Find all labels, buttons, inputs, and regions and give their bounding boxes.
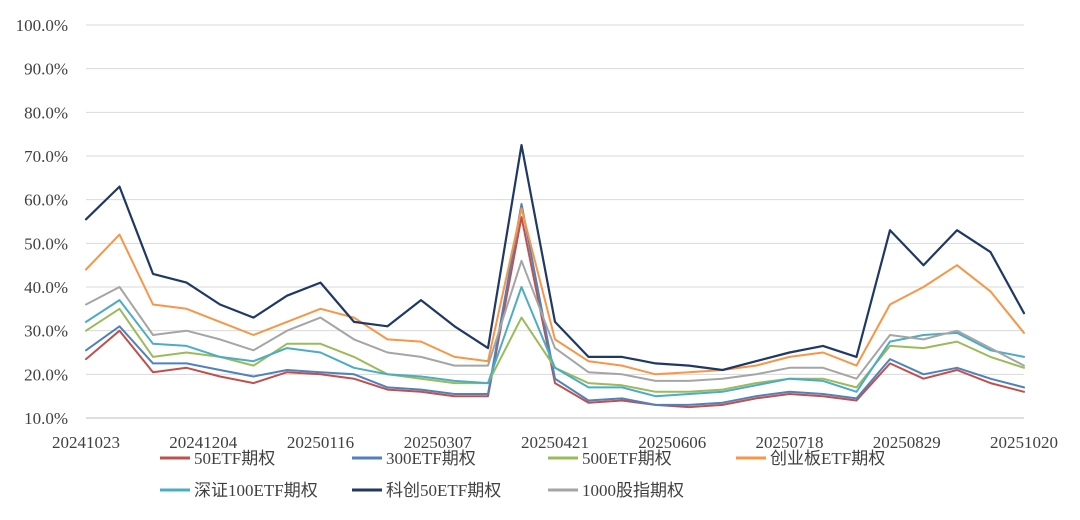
x-tick-label: 20250116 [287, 433, 354, 452]
x-axis: 20241023 20241204 20250116 20250307 20250421… [52, 433, 1058, 452]
x-tick-label: 20250421 [521, 433, 589, 452]
y-axis: 100.0% 90.0% 80.0% 70.0% 60.0% 50.0% 40.0% 30.0… [16, 16, 68, 428]
series-line [85, 203, 1025, 406]
legend-label: 深证100ETF期权 [194, 481, 318, 500]
y-tick-label: 50.0% [24, 234, 68, 253]
y-tick-label: 10.0% [24, 409, 68, 428]
legend: 50ETF期权 300ETF期权 500ETF期权 创业板ETF期权深证100ETF期… [160, 449, 885, 500]
series-line [85, 286, 1025, 398]
x-tick-label: 20241204 [169, 433, 238, 452]
legend-label: 创业板ETF期权 [770, 449, 885, 468]
y-tick-label: 100.0% [16, 16, 68, 35]
legend-label: 300ETF期权 [386, 449, 476, 468]
x-tick-label: 20241023 [52, 433, 120, 452]
legend-label: 500ETF期权 [582, 449, 672, 468]
y-tick-label: 70.0% [24, 147, 68, 166]
y-tick-label: 80.0% [24, 103, 68, 122]
x-tick-label: 20250606 [638, 433, 706, 452]
y-tick-label: 40.0% [24, 278, 68, 297]
legend-label: 50ETF期权 [194, 449, 275, 468]
series-lines [84, 144, 1026, 409]
series-line [85, 207, 1025, 376]
y-tick-label: 90.0% [24, 60, 68, 79]
legend-label: 科创50ETF期权 [386, 481, 501, 500]
x-tick-label: 20250307 [404, 433, 473, 452]
x-tick-label: 20250829 [873, 433, 941, 452]
series-line [85, 259, 1025, 382]
x-tick-label: 20251020 [990, 433, 1058, 452]
y-tick-label: 20.0% [24, 365, 68, 384]
series-line [85, 216, 1025, 409]
legend-label: 1000股指期权 [582, 481, 684, 500]
x-tick-label: 20250718 [756, 433, 824, 452]
y-tick-label: 30.0% [24, 322, 68, 341]
y-tick-label: 60.0% [24, 191, 68, 210]
series-line [84, 144, 1026, 372]
